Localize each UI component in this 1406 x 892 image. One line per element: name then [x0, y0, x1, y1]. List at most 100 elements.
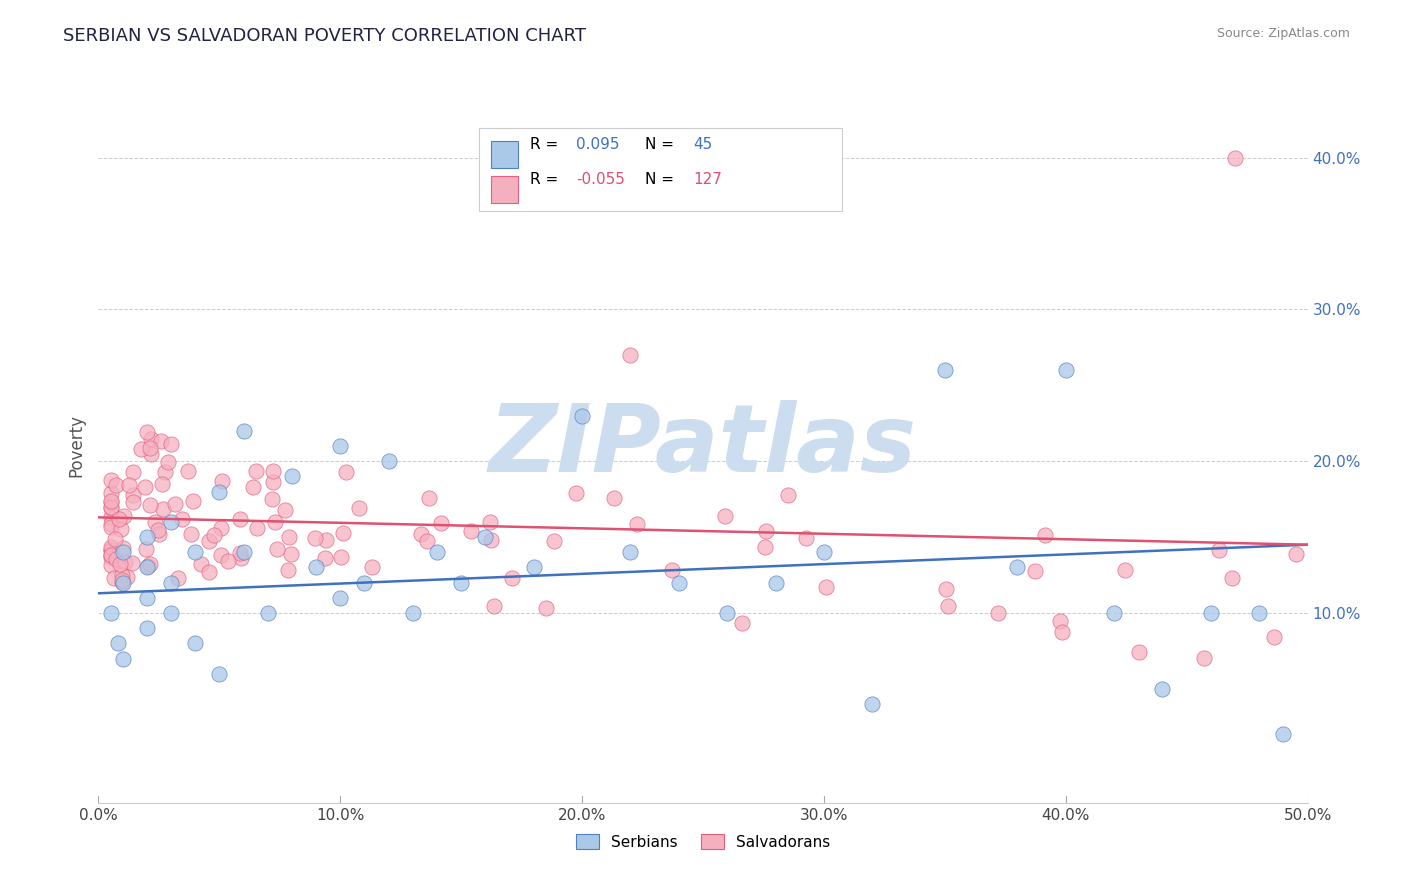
Point: [754, 540, 776, 554]
Point: [523, 560, 546, 574]
Text: SERBIAN VS SALVADORAN POVERTY CORRELATION CHART: SERBIAN VS SALVADORAN POVERTY CORRELATIO…: [63, 27, 586, 45]
Point: [103, 571, 125, 585]
Point: [1249, 606, 1271, 620]
Point: [100, 510, 122, 524]
Point: [100, 520, 122, 534]
Point: [266, 542, 288, 557]
Text: 0.095: 0.095: [576, 136, 620, 152]
Point: [776, 488, 799, 502]
Point: [135, 591, 157, 605]
Point: [160, 575, 183, 590]
Point: [860, 697, 883, 711]
Point: [105, 477, 128, 491]
Point: [110, 522, 132, 536]
Point: [1192, 650, 1215, 665]
Point: [198, 533, 221, 548]
Point: [789, 196, 811, 211]
Point: [100, 540, 122, 554]
Point: [202, 527, 225, 541]
Point: [177, 464, 200, 478]
Point: [184, 636, 207, 650]
Point: [543, 534, 565, 549]
Point: [111, 651, 134, 665]
Point: [619, 348, 641, 362]
Text: N =: N =: [645, 172, 679, 187]
Point: [134, 480, 156, 494]
Point: [118, 477, 141, 491]
Point: [571, 409, 593, 423]
Point: [1208, 542, 1230, 557]
Point: [121, 465, 143, 479]
Point: [100, 548, 122, 562]
Text: -0.055: -0.055: [576, 172, 624, 187]
Point: [190, 558, 212, 572]
Point: [813, 545, 835, 559]
Point: [108, 558, 131, 572]
Point: [111, 545, 134, 559]
Point: [160, 515, 183, 529]
Point: [347, 501, 370, 516]
Point: [765, 575, 787, 590]
Point: [122, 488, 145, 502]
Point: [141, 447, 163, 461]
Point: [304, 531, 326, 545]
Point: [402, 606, 425, 620]
Point: [166, 571, 188, 585]
Point: [135, 542, 157, 557]
Point: [534, 601, 557, 615]
Point: [1033, 527, 1056, 541]
Point: [139, 432, 162, 446]
Point: [814, 580, 837, 594]
Point: [501, 571, 523, 585]
Point: [100, 473, 122, 487]
Point: [148, 527, 170, 541]
Point: [1049, 614, 1071, 628]
Point: [335, 465, 357, 479]
Point: [180, 527, 202, 541]
Legend: Serbians, Salvadorans: Serbians, Salvadorans: [569, 828, 837, 855]
Point: [278, 530, 301, 544]
Point: [1199, 606, 1222, 620]
Point: [262, 464, 284, 478]
Point: [111, 573, 134, 587]
Point: [1114, 563, 1136, 577]
Point: [1128, 645, 1150, 659]
Point: [260, 491, 283, 506]
Point: [232, 424, 254, 438]
Point: [111, 568, 134, 582]
Point: [229, 512, 252, 526]
Point: [416, 533, 439, 548]
Point: [935, 582, 957, 597]
Point: [274, 503, 297, 517]
Point: [479, 533, 502, 547]
Point: [256, 606, 278, 620]
Point: [281, 469, 304, 483]
Point: [198, 565, 221, 579]
Point: [242, 480, 264, 494]
Point: [135, 560, 157, 574]
Point: [146, 524, 169, 538]
Y-axis label: Poverty: Poverty: [67, 415, 86, 477]
Point: [139, 558, 162, 572]
Point: [329, 549, 352, 564]
Point: [136, 559, 159, 574]
Point: [626, 517, 648, 532]
Point: [1102, 606, 1125, 620]
Point: [160, 437, 183, 451]
Point: [104, 551, 127, 566]
Point: [114, 555, 136, 569]
Point: [211, 521, 233, 535]
Point: [139, 441, 162, 455]
Point: [100, 516, 122, 531]
Point: [100, 501, 122, 516]
Point: [264, 515, 287, 529]
Point: [484, 599, 506, 613]
Point: [1054, 363, 1077, 377]
Point: [1285, 548, 1308, 562]
Point: [156, 455, 179, 469]
Point: [100, 543, 122, 558]
Point: [474, 530, 496, 544]
Point: [460, 524, 482, 539]
Point: [426, 545, 449, 559]
Point: [100, 500, 122, 514]
